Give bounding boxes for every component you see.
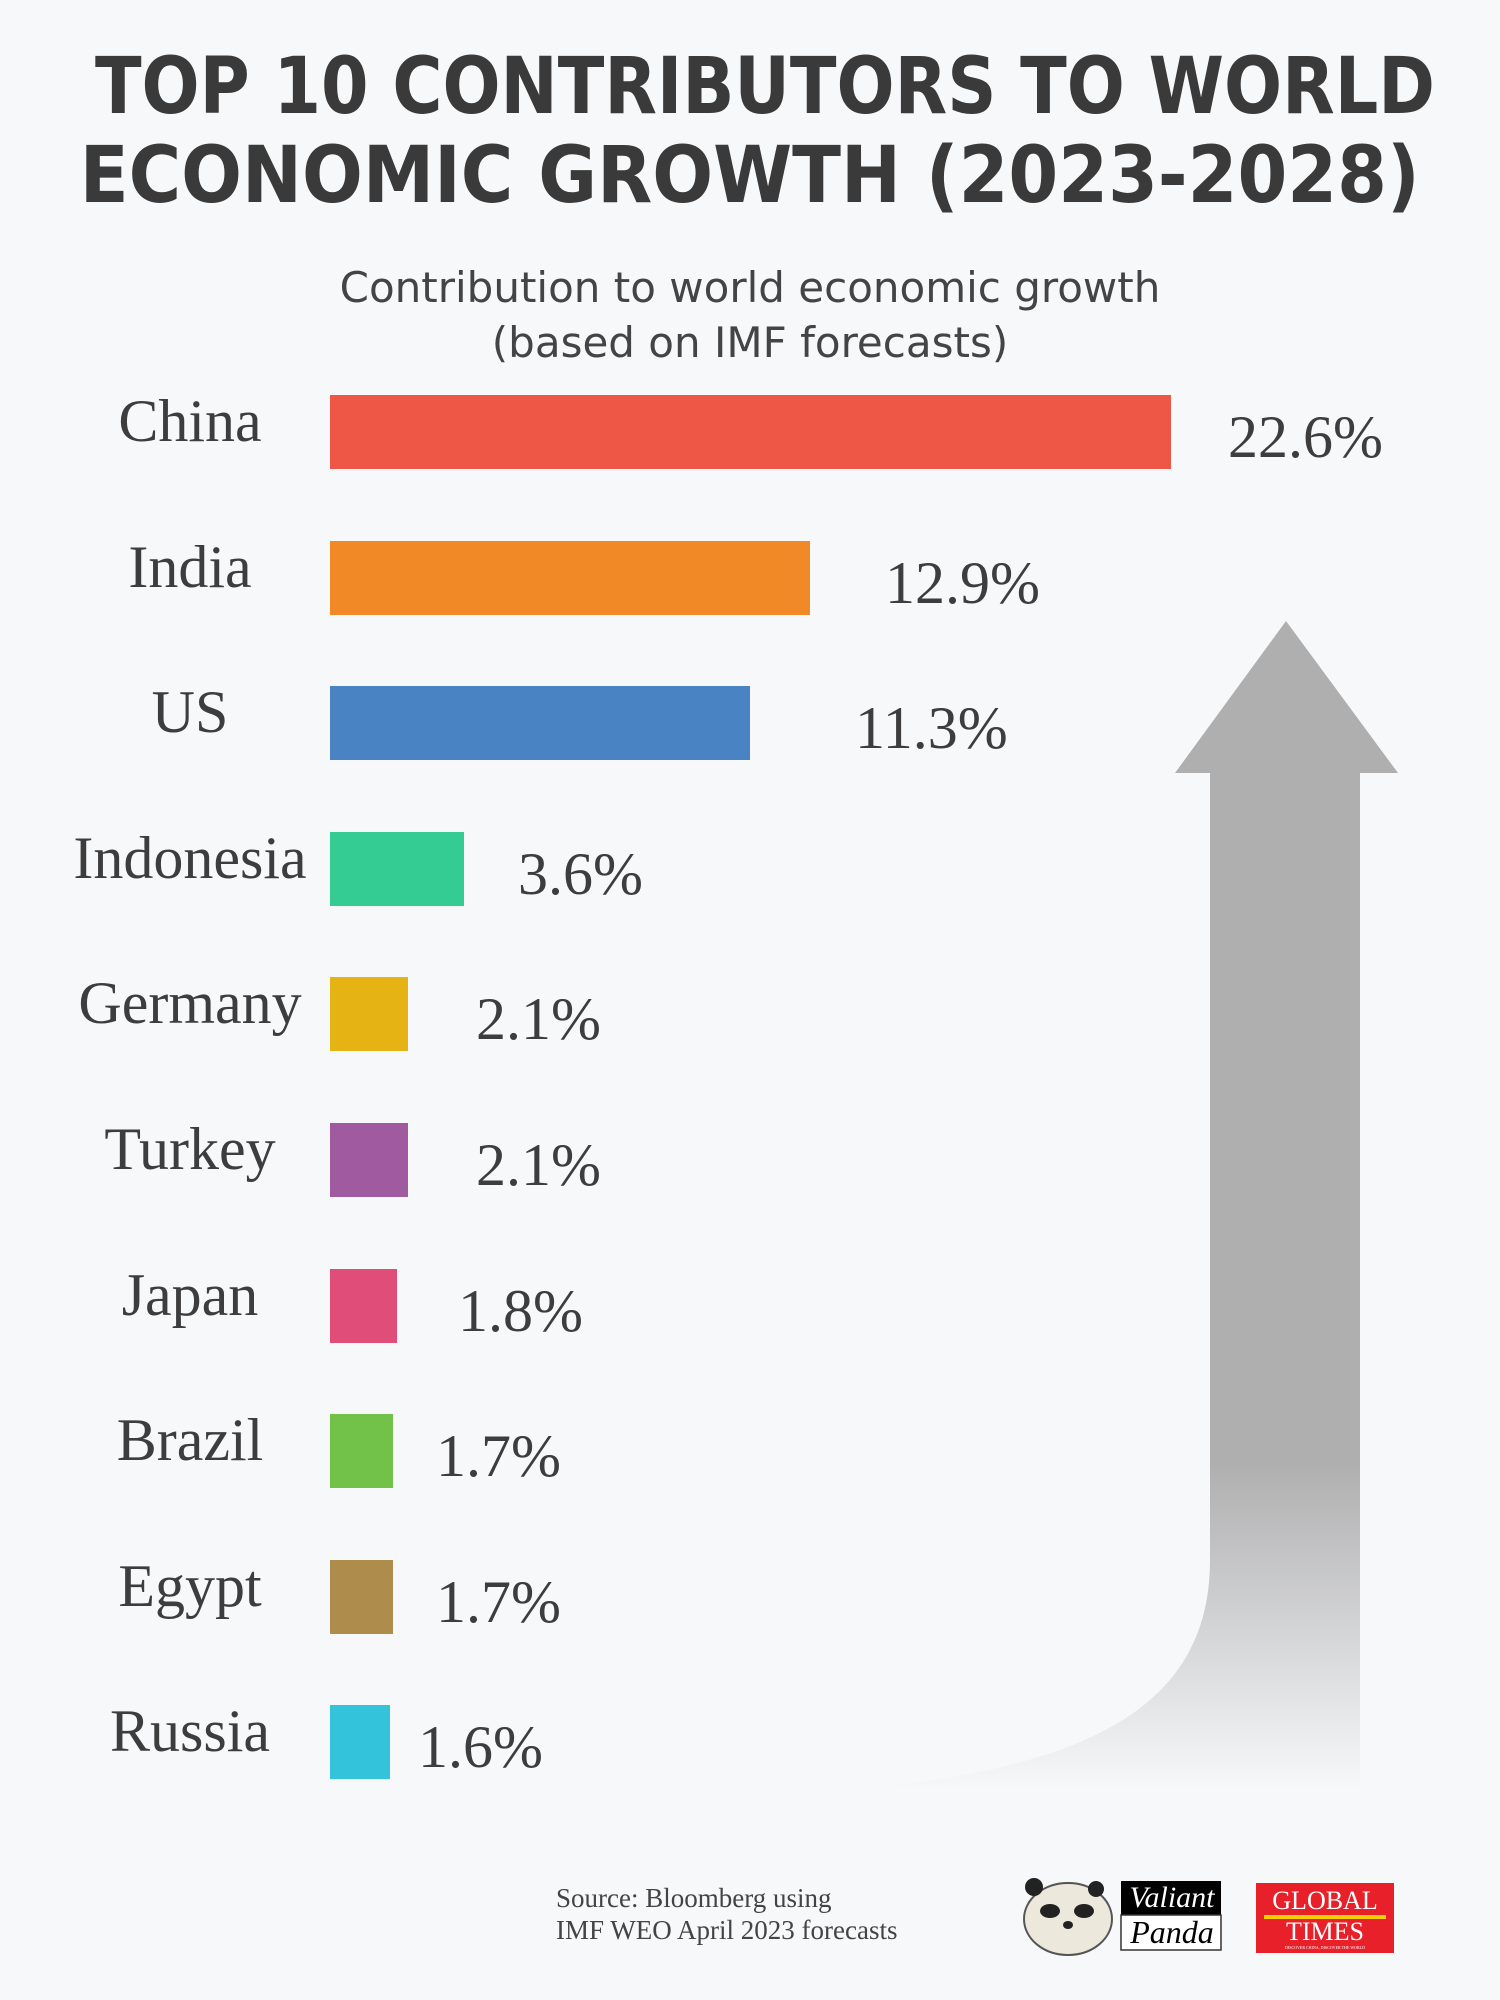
source-line-2: IMF WEO April 2023 forecasts	[556, 1915, 898, 1945]
value-label: 1.7%	[436, 1423, 561, 1490]
global-times-logo: GLOBAL TIMES DISCOVER CHINA, DISCOVER TH…	[1256, 1883, 1394, 1953]
bar-indonesia	[330, 831, 464, 906]
category-label: Japan	[121, 1261, 259, 1328]
value-label: 11.3%	[855, 695, 1008, 762]
chart-title-line-2: ECONOMIC GROWTH (2023-2028)	[79, 131, 1420, 221]
category-label: Indonesia	[73, 824, 307, 891]
bar-germany	[330, 977, 409, 1052]
bar-turkey	[330, 1123, 409, 1197]
source-note: Source: Bloomberg using IMF WEO April 20…	[556, 1882, 897, 1946]
value-label: 22.6%	[1228, 404, 1383, 470]
category-label: Turkey	[104, 1116, 276, 1182]
category-label: Brazil	[116, 1407, 264, 1474]
bar-us	[330, 686, 751, 761]
bar-india	[330, 540, 810, 615]
chart-title-line-1: TOP 10 CONTRIBUTORS TO WORLD	[94, 42, 1435, 132]
bar-russia	[330, 1705, 390, 1780]
panda-icon	[1023, 1878, 1222, 1956]
value-label: 2.1%	[476, 1132, 601, 1198]
value-label: 2.1%	[476, 986, 601, 1053]
bar-japan	[330, 1268, 397, 1343]
category-label: China	[118, 388, 262, 454]
value-label: 1.7%	[436, 1568, 561, 1635]
value-label: 12.9%	[885, 549, 1040, 616]
value-label: 3.6%	[518, 840, 643, 907]
value-label: 1.8%	[458, 1277, 583, 1344]
category-label: India	[128, 533, 252, 600]
bar-brazil	[330, 1414, 394, 1489]
value-label: 1.6%	[418, 1714, 543, 1781]
category-label: Egypt	[118, 1552, 262, 1619]
chart-subtitle-line-1: Contribution to world economic growth	[339, 263, 1161, 312]
bar-china	[330, 395, 1171, 469]
valiant-panda-logo: Valiant Panda	[1020, 1873, 1230, 1957]
source-line-1: Source: Bloomberg using	[556, 1883, 832, 1913]
category-label: Russia	[109, 1698, 271, 1765]
category-label: Germany	[78, 970, 302, 1037]
chart-subtitle-line-2: (based on IMF forecasts)	[491, 318, 1009, 367]
bar-egypt	[330, 1559, 394, 1634]
category-label: US	[151, 679, 229, 746]
